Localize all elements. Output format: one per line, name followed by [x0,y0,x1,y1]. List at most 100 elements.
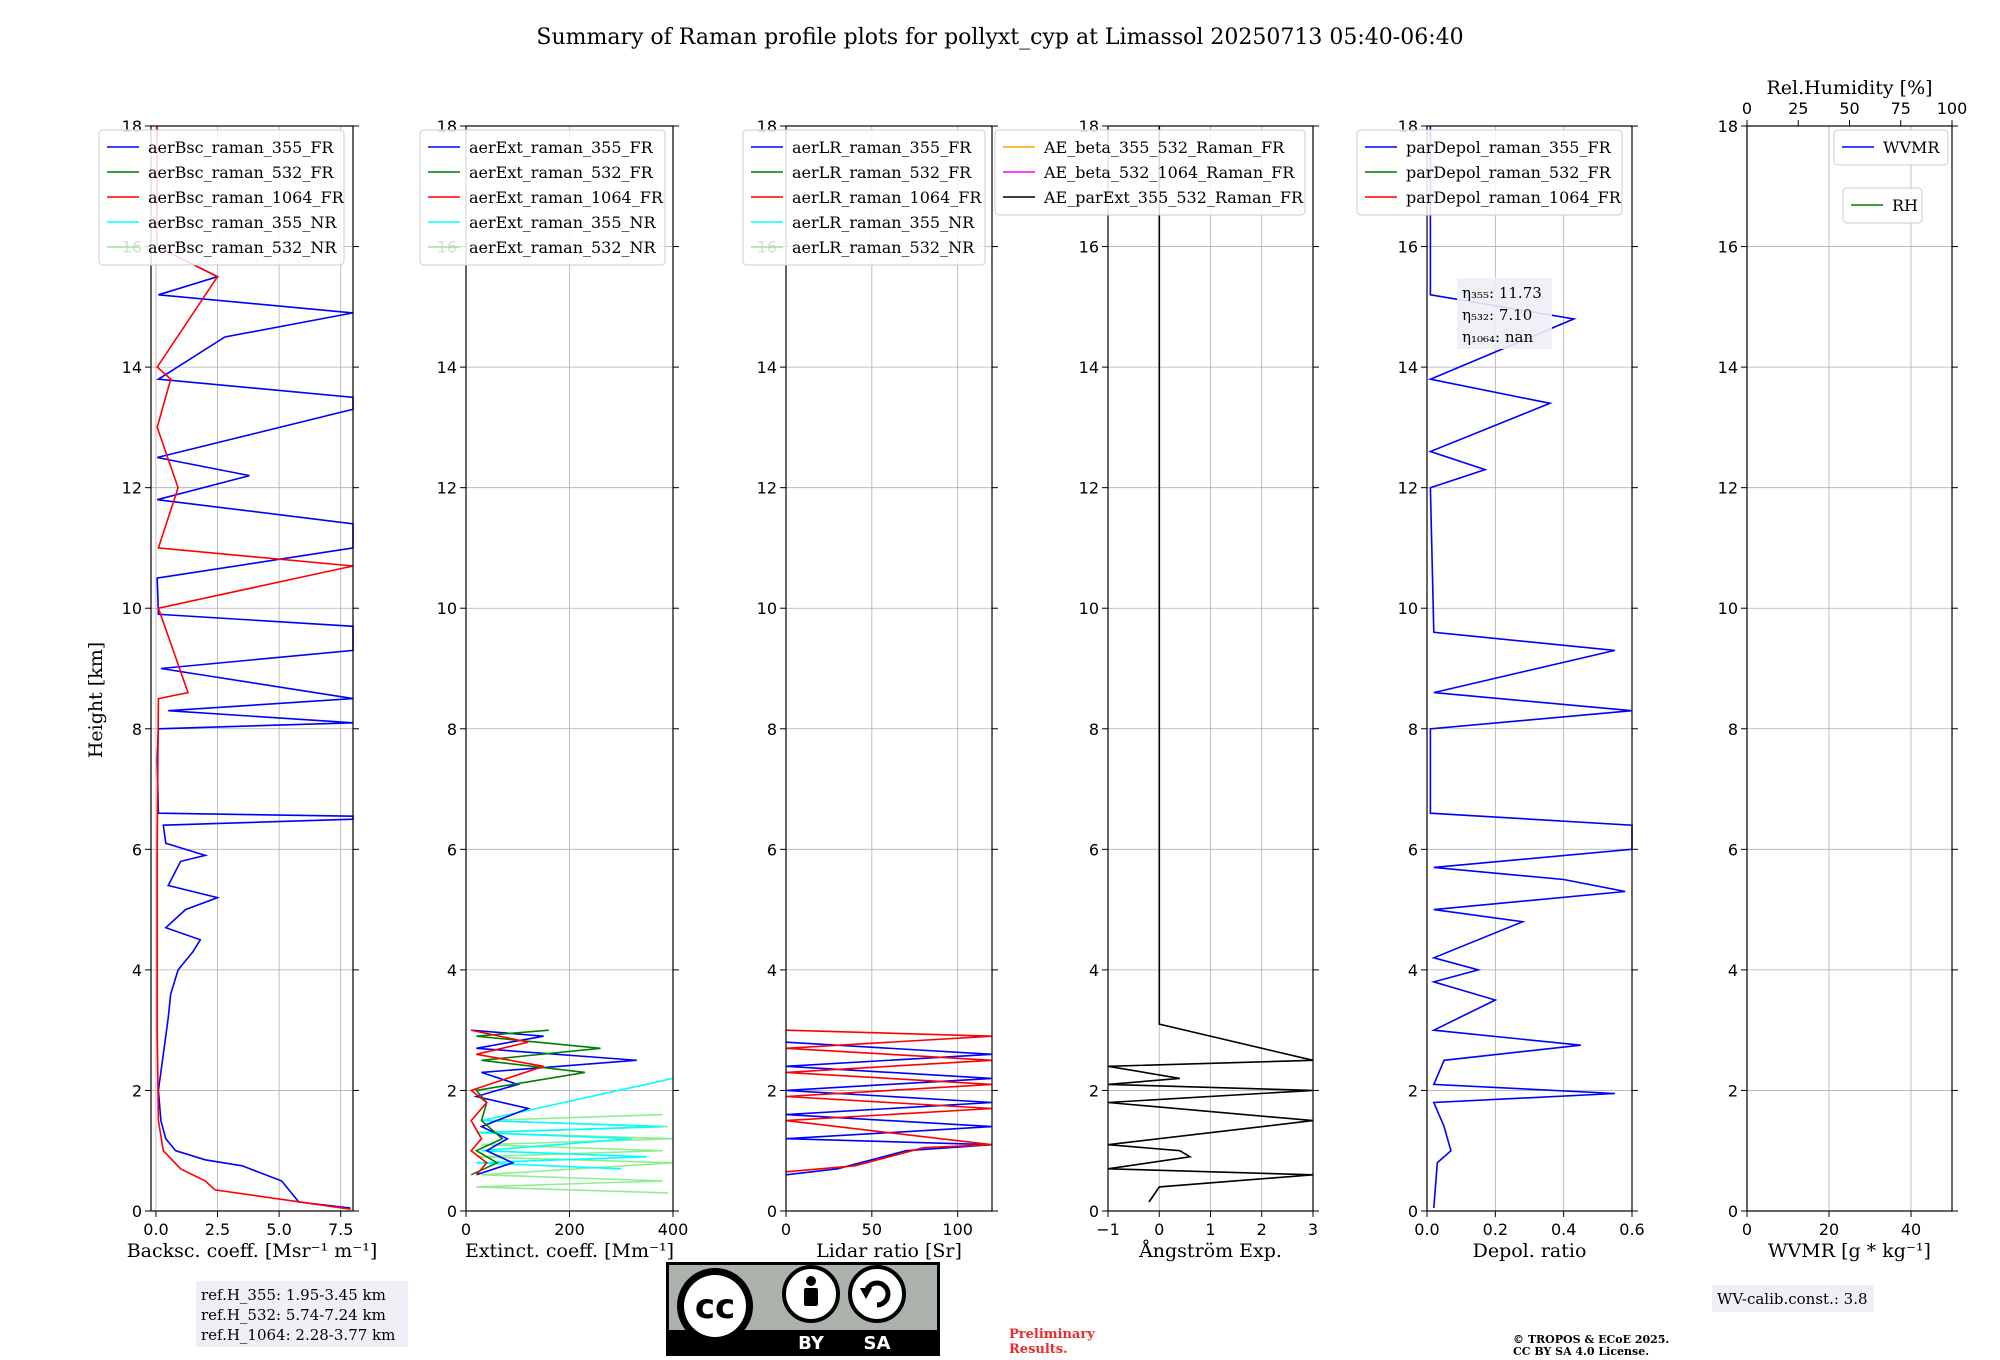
y-tick-label-7: 14 [757,358,777,377]
ref-h-532: ref.H_532: 5.74-7.24 km [201,1306,386,1324]
legend-entry-0: aerExt_raman_355_FR [469,138,654,157]
y-tick-label-5: 10 [1718,599,1738,618]
y-tick-label-2: 4 [767,961,777,980]
x-axis-label: Lidar ratio [Sr] [816,1240,962,1262]
top-tick-label-2: 50 [1839,99,1859,118]
panel-6: 0 20 40 0 2 4 6 8 10 12 14 16 18 WVMR [g * kg⁻¹] 0 25 50… [1718,77,1968,1262]
legend-entry-3: aerBsc_raman_355_NR [148,213,337,232]
y-tick-label-2: 4 [1408,961,1418,980]
x-tick-label-1: 50 [862,1220,882,1239]
x-tick-label-4: 3 [1308,1220,1318,1239]
series-line-aerExt_raman_355_NR [476,1077,674,1170]
x-tick-label-0: 0 [1742,1220,1752,1239]
y-tick-label-9: 18 [1718,117,1738,136]
panel-1: 0.02.55.07.5024681012141618Backsc. coeff… [98,117,378,1262]
badge-sa: SA [864,1333,891,1354]
y-tick-label-2: 4 [1728,961,1738,980]
y-tick-label-0: 0 [1089,1202,1099,1221]
legend2-entry-0: RH [1892,196,1918,215]
x-axis-label: Backsc. coeff. [Msr⁻¹ m⁻¹] [127,1240,378,1262]
legend-entry-1: AE_beta_532_1064_Raman_FR [1043,163,1295,182]
axes-frame [1746,125,1953,1212]
legend-entry-2: aerExt_raman_1064_FR [469,188,664,207]
x-tick-label-1: 0 [1154,1220,1164,1239]
x-tick-label-2: 0.4 [1551,1220,1576,1239]
ref-heights-box: ref.H_355: 1.95-3.45 km ref.H_532: 5.74-… [196,1281,408,1347]
badge-by: BY [798,1333,825,1354]
y-tick-label-7: 14 [122,358,142,377]
x-tick-label-2: 1 [1205,1220,1215,1239]
legend-box [1833,129,1949,166]
axes-frame [150,125,354,1212]
x-tick-label-2: 40 [1901,1220,1921,1239]
copyright-line2: CC BY SA 4.0 License. [1513,1345,1649,1358]
legend-entry-1: aerLR_raman_532_FR [792,163,972,182]
series-line-aerBsc_raman_1064_FR [156,126,354,1210]
y-tick-label-1: 2 [767,1081,777,1100]
y-tick-label-7: 14 [1398,358,1418,377]
y-axis-label: Height [km] [85,642,107,758]
legend-entry-4: aerBsc_raman_532_NR [148,238,337,257]
attribution-body [804,1288,818,1306]
series-line-parDepol_raman_355_FR [1427,126,1633,1209]
copyright-line1: © TROPOS & ECoE 2025. [1513,1333,1669,1346]
y-tick-label-8: 16 [1718,238,1738,257]
series-line-aerBsc_raman_355_FR [155,126,354,1209]
cc-license-badge[interactable]: cc BY SA [666,1262,940,1356]
legend-entry-0: WVMR [1883,138,1940,157]
x-tick-label-1: 0.2 [1483,1220,1508,1239]
y-tick-label-4: 8 [767,720,777,739]
preliminary-line2: Results. [1009,1342,1068,1357]
axes-frame [785,125,993,1212]
x-tick-label-1: 200 [554,1220,585,1239]
x-tick-label-0: 0 [781,1220,791,1239]
y-tick-label-2: 4 [132,961,142,980]
y-tick-label-1: 2 [132,1081,142,1100]
y-tick-label-6: 12 [1718,479,1738,498]
y-tick-label-3: 6 [447,840,457,859]
panel-2: 0200400024681012141618Extinct. coeff. [M… [419,117,688,1262]
y-tick-label-0: 0 [1728,1202,1738,1221]
y-tick-label-1: 2 [447,1081,457,1100]
x-tick-label-2: 5.0 [266,1220,291,1239]
y-tick-label-6: 12 [1079,479,1099,498]
x-tick-label-3: 7.5 [328,1220,353,1239]
wv-calib-box: WV-calib.const.: 3.8 [1712,1285,1874,1312]
ref-h-355: ref.H_355: 1.95-3.45 km [201,1286,386,1304]
legend-entry-4: aerExt_raman_532_NR [469,238,657,257]
y-tick-label-5: 10 [437,599,457,618]
series-line-aerLR_raman_355_FR [785,1041,993,1176]
x-tick-label-3: 2 [1257,1220,1267,1239]
y-tick-label-0: 0 [767,1202,777,1221]
y-tick-label-5: 10 [1079,599,1099,618]
legend-entry-1: parDepol_raman_532_FR [1406,163,1612,182]
series-line-AE_parExt_355_532_Raman_FR [1107,126,1314,1203]
legend-box [419,129,666,266]
y-tick-label-5: 10 [1398,599,1418,618]
eta-label-0: η₃₅₅: 11.73 [1462,284,1542,302]
top-tick-label-3: 75 [1891,99,1911,118]
y-tick-label-2: 4 [1089,961,1099,980]
y-tick-label-1: 2 [1408,1081,1418,1100]
y-tick-label-4: 8 [132,720,142,739]
x-tick-label-2: 100 [942,1220,973,1239]
y-tick-label-2: 4 [447,961,457,980]
y-tick-label-4: 8 [1408,720,1418,739]
eta-label-1: η₅₃₂: 7.10 [1462,306,1532,324]
ref-h-1064: ref.H_1064: 2.28-3.77 km [201,1326,395,1344]
y-tick-label-6: 12 [1398,479,1418,498]
legend-entry-3: aerExt_raman_355_NR [469,213,657,232]
x-tick-label-3: 0.6 [1619,1220,1644,1239]
axes-frame [1426,125,1633,1212]
x-axis-label: Depol. ratio [1473,1240,1587,1262]
y-tick-label-3: 6 [132,840,142,859]
legend-entry-1: aerExt_raman_532_FR [469,163,654,182]
y-tick-label-0: 0 [447,1202,457,1221]
x-tick-label-0: −1 [1096,1220,1120,1239]
x-axis-label: Extinct. coeff. [Mm⁻¹] [465,1240,674,1262]
wv-calib-const: WV-calib.const.: 3.8 [1717,1290,1868,1308]
legend-entry-2: aerBsc_raman_1064_FR [148,188,345,207]
x-tick-label-0: 0.0 [1414,1220,1439,1239]
